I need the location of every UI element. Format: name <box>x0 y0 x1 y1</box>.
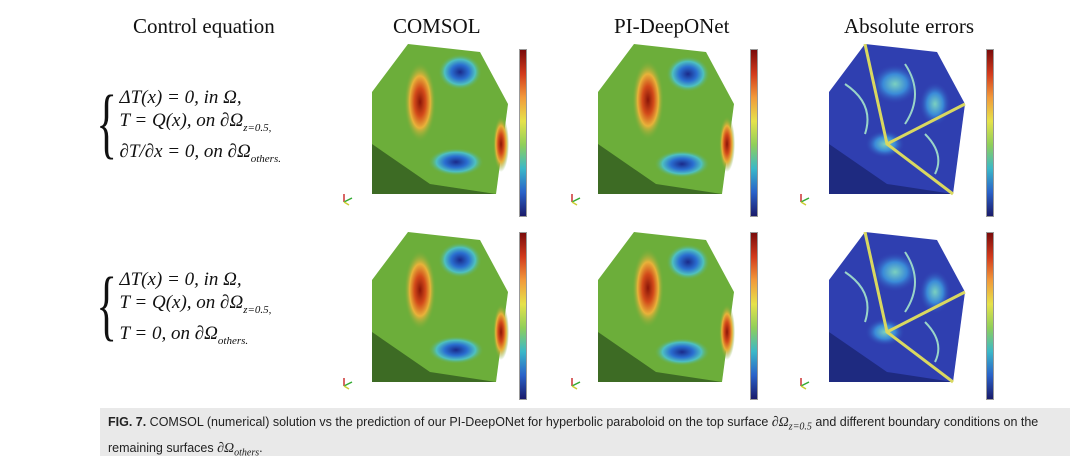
brace-icon: { <box>96 79 118 167</box>
colorbar-errors-row-2 <box>986 232 994 400</box>
equation-line: ∂T/∂x = 0, on ∂Ωothers. <box>119 140 281 165</box>
caption-text: . <box>259 440 263 455</box>
axis-triad-icon <box>571 194 581 206</box>
axis-triad-icon <box>343 194 353 206</box>
equation-system-row-2: { ΔT(x) = 0, in Ω, T = Q(x), on ∂Ωz=0.5,… <box>88 261 272 353</box>
cube-comsol-row-2 <box>368 232 518 392</box>
axis-triad-icon <box>800 194 810 206</box>
header-pi-deeponet: PI-DeepONet <box>614 14 730 38</box>
equation-line: ΔT(x) = 0, in Ω, <box>119 269 242 290</box>
equation-line: T = Q(x), on ∂Ωz=0.5, <box>119 110 272 134</box>
caption-text: and different boundary conditions on the… <box>108 415 1039 455</box>
cube-errors-row-2 <box>825 232 975 392</box>
brace-icon: { <box>96 261 118 349</box>
caption-text: COMSOL (numerical) solution vs the predi… <box>146 415 772 429</box>
colorbar-comsol-row-1 <box>519 49 527 217</box>
caption-math: ∂Ω <box>771 415 789 430</box>
axis-triad-icon <box>800 378 810 390</box>
header-absolute-errors: Absolute errors <box>844 14 975 38</box>
caption-math: ∂Ω <box>217 440 235 456</box>
figure-caption: FIG. 7. COMSOL (numerical) solution vs t… <box>100 408 1070 458</box>
header-control-equation: Control equation <box>133 14 275 38</box>
cube-deeponet-row-1 <box>594 44 744 204</box>
cube-errors-row-1 <box>825 44 975 204</box>
cube-deeponet-row-2 <box>594 232 744 392</box>
colorbar-errors-row-1 <box>986 49 994 217</box>
axis-triad-icon <box>571 378 581 390</box>
equation-system-row-1: { ΔT(x) = 0, in Ω, T = Q(x), on ∂Ωz=0.5,… <box>88 79 281 171</box>
cube-comsol-row-1 <box>368 44 518 204</box>
equation-line: ΔT(x) = 0, in Ω, <box>119 87 242 108</box>
caption-math-sub: z=0.5 <box>788 421 812 433</box>
caption-math-sub: others <box>234 447 260 458</box>
colorbar-comsol-row-2 <box>519 232 527 400</box>
axis-triad-icon <box>343 378 353 390</box>
equation-line: T = Q(x), on ∂Ωz=0.5, <box>119 292 272 316</box>
equation-line: T = 0, on ∂Ωothers. <box>119 322 249 347</box>
header-comsol: COMSOL <box>393 14 481 38</box>
colorbar-deeponet-row-1 <box>750 49 758 217</box>
caption-label: FIG. 7. <box>108 415 147 429</box>
colorbar-deeponet-row-2 <box>750 232 758 400</box>
